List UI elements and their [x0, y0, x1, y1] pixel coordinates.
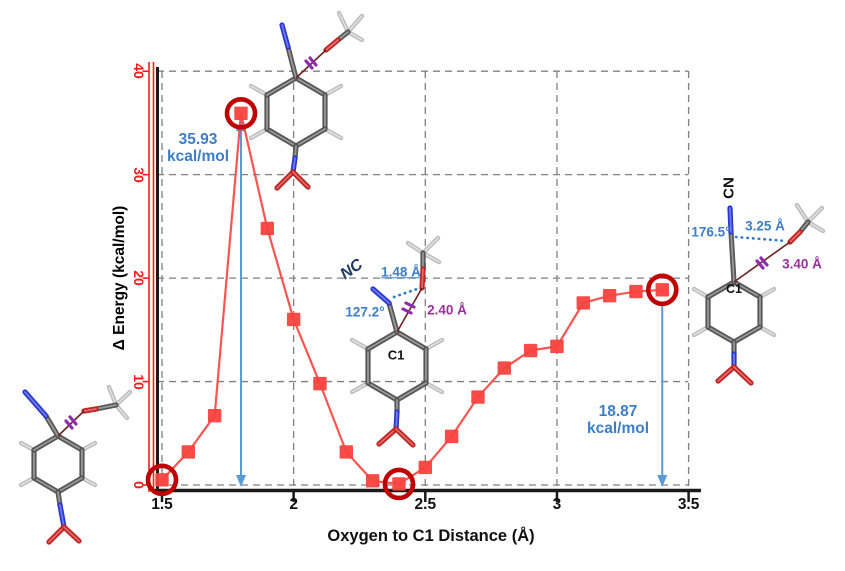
y-tick-label: 30: [131, 166, 147, 183]
y-axis-label: Δ Energy (kcal/mol): [111, 205, 128, 351]
data-point-marker: [181, 445, 196, 459]
y-tick-label: 40: [131, 63, 147, 79]
breaking-bond-distance-label: 2.40 Å: [427, 302, 467, 318]
circled-point-highlight: [645, 273, 679, 307]
y-tick-label: 0: [131, 481, 147, 489]
forming-bond-distance-label: 1.48 Å: [381, 264, 421, 280]
data-point-marker: [418, 460, 432, 475]
data-point-marker: [339, 445, 354, 459]
x-tick-label: 2: [289, 496, 298, 513]
data-point-marker: [497, 361, 511, 375]
attack-angle-label: 127.2°: [345, 304, 385, 320]
data-point-marker: [576, 296, 590, 310]
cn-o-distance-label: 3.25 Å: [745, 218, 785, 234]
data-point-marker: [550, 339, 564, 354]
cn-group-label: CN: [720, 177, 738, 199]
y-tick-label: 20: [131, 270, 147, 286]
x-axis-label: Oxygen to C1 Distance (Å): [327, 527, 535, 545]
circled-point-highlight: [145, 463, 179, 497]
data-point-marker: [365, 474, 380, 488]
data-point-marker: [313, 376, 327, 391]
data-point-marker: [602, 288, 617, 303]
molecule-adduct-bottom-left: [18, 384, 133, 545]
data-point-marker: [234, 106, 248, 121]
c1-atom-label-right: C1: [726, 281, 742, 296]
y-tick-label: 10: [131, 373, 147, 390]
data-point-marker: [286, 312, 301, 327]
circled-point-highlight: [382, 467, 416, 501]
data-point-marker: [523, 343, 538, 358]
data-point-marker: [260, 221, 275, 236]
x-tick-label: 3.5: [677, 496, 700, 513]
molecule-complex-right: [691, 202, 826, 386]
x-tick-label: 1.5: [151, 496, 173, 513]
data-point-marker: [655, 283, 669, 297]
energy-annotation: 35.93 kcal/mol: [166, 131, 230, 165]
c1-atom-label-middle: C1: [387, 347, 405, 363]
data-point-marker: [471, 390, 485, 404]
energy-annotation: 18.87 kcal/mol: [586, 403, 650, 437]
molecule-intermediate-middle: [349, 235, 445, 448]
data-point-marker: [444, 429, 459, 444]
x-tick-label: 2.5: [414, 496, 437, 513]
data-point-marker: [392, 477, 406, 491]
molecule-transition-state-top: [248, 10, 365, 191]
cn-angle-label: 176.5°: [691, 224, 731, 240]
data-point-marker: [207, 408, 222, 423]
data-point-marker: [629, 284, 643, 299]
data-point-marker: [155, 473, 169, 487]
x-tick-label: 3: [552, 496, 562, 513]
o-c1-distance-label: 3.40 Å: [782, 256, 822, 272]
circled-point-highlight: [224, 97, 258, 130]
